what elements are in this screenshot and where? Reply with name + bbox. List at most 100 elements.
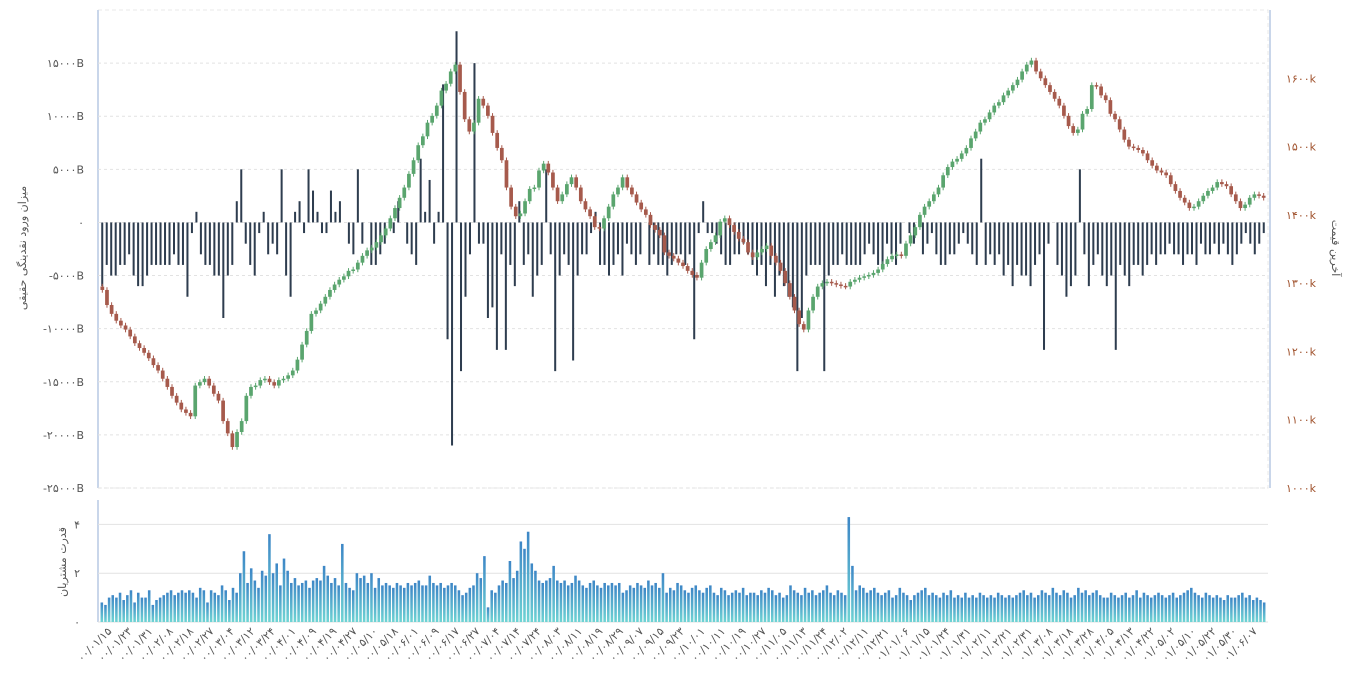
candle-body (792, 296, 797, 311)
buyer-power-bar (1211, 597, 1215, 622)
buyer-power-bar (956, 595, 960, 622)
buyer-power-bar (621, 592, 625, 622)
candle-body (1159, 170, 1164, 173)
buyer-power-bar (672, 590, 676, 622)
buyer-power-bar (694, 585, 698, 622)
buyer-power-bar (501, 580, 504, 622)
buyer-power-bar (705, 587, 708, 622)
candle-body (411, 160, 416, 174)
candle-body (1015, 79, 1020, 86)
buyer-power-bar (206, 602, 209, 622)
buyer-power-bar (938, 597, 942, 622)
buyer-power-bar (526, 531, 530, 622)
buyer-power-bar (126, 595, 129, 622)
buyer-power-bar (658, 587, 661, 622)
candle-body (899, 254, 904, 256)
candle-body (499, 147, 504, 161)
candle-body (1131, 146, 1136, 149)
buyer-power-bar (1102, 597, 1106, 622)
candle-body (1076, 129, 1080, 133)
buyer-power-bar (1120, 595, 1124, 622)
buyer-power-bar (1226, 595, 1230, 622)
buyer-power-bar (136, 592, 140, 622)
candle-body (360, 255, 365, 263)
candle-body (639, 202, 644, 210)
buyer-power-bar (989, 595, 993, 622)
candle-body (1122, 129, 1127, 140)
candle-body (119, 320, 123, 326)
candle-body (736, 231, 741, 239)
buyer-power-bar (180, 590, 184, 622)
buyer-power-bar (585, 587, 588, 622)
candle-body (509, 187, 513, 207)
buyer-power-bar (494, 592, 497, 622)
buyer-power-bar (133, 602, 136, 622)
buyer-power-bar (315, 578, 319, 622)
buyer-power-bar (610, 582, 614, 622)
buyer-power-bar (1262, 602, 1266, 622)
candle-body (602, 218, 606, 229)
buyer-power-bar (803, 587, 807, 622)
buyer-power-bar (709, 585, 712, 622)
buyer-power-bar (1095, 590, 1098, 622)
buyer-power-bar (249, 568, 253, 622)
candle-body (885, 259, 890, 265)
buyer-power-bar (614, 585, 617, 622)
buyer-power-bar (1160, 595, 1164, 622)
buyer-power-bar (1179, 595, 1182, 622)
buyer-power-bar (264, 575, 268, 622)
buyer-power-bar (617, 582, 621, 622)
buyer-power-bar (1175, 597, 1179, 622)
buyer-power-bar (239, 573, 242, 622)
candle-body (1192, 206, 1196, 209)
buyer-power-bar (450, 582, 453, 622)
buyer-power-bar (1237, 595, 1240, 622)
candle-body (267, 378, 272, 383)
buyer-power-bar (964, 592, 967, 622)
candle-body (290, 370, 295, 376)
buyer-power-bar (636, 582, 639, 622)
buyer-power-bar (151, 604, 155, 622)
buyer-power-bar (814, 595, 818, 622)
candle-body (801, 324, 806, 330)
candle-body (407, 173, 411, 188)
buyer-power-bar (1109, 592, 1113, 622)
buyer-power-bar (530, 563, 534, 622)
candle-body (128, 329, 133, 337)
candle-body (1141, 149, 1145, 154)
candle-body (532, 187, 537, 190)
buyer-power-bar (971, 595, 974, 622)
buyer-power-bar (763, 592, 767, 622)
candle-body (630, 187, 634, 195)
buyer-power-bar (760, 590, 763, 622)
candle-body (732, 225, 736, 232)
buyer-power-bar (1055, 592, 1058, 622)
buyer-power-bar (1058, 595, 1062, 622)
buyer-power-bar (741, 587, 745, 622)
right-tick-label: ۱۶۰۰k (1286, 72, 1317, 85)
buyer-power-bar (166, 592, 169, 622)
buyer-power-bar (1153, 595, 1157, 622)
candle-body (908, 235, 913, 244)
buyer-power-bar (556, 580, 559, 622)
candle-body (945, 167, 950, 176)
candle-body (1127, 139, 1131, 147)
buyer-power-bar (869, 590, 872, 622)
buyer-power-bar (104, 604, 107, 622)
buyer-power-bar (752, 592, 756, 622)
buyer-power-bar (778, 592, 781, 622)
buyer-power-bar (811, 590, 814, 622)
buyer-power-bar (785, 595, 789, 622)
buyer-power-bar (545, 580, 548, 622)
buyer-power-bar (1204, 592, 1208, 622)
candle-body (722, 218, 727, 222)
candle-body (1108, 100, 1113, 114)
candle-body (109, 304, 114, 314)
buyer-power-bar (1171, 592, 1175, 622)
buyer-power-bar (413, 582, 417, 622)
buyer-power-bar (865, 592, 869, 622)
candle-body (667, 252, 671, 256)
buyer-power-bar (246, 582, 249, 622)
candle-body (866, 274, 871, 277)
